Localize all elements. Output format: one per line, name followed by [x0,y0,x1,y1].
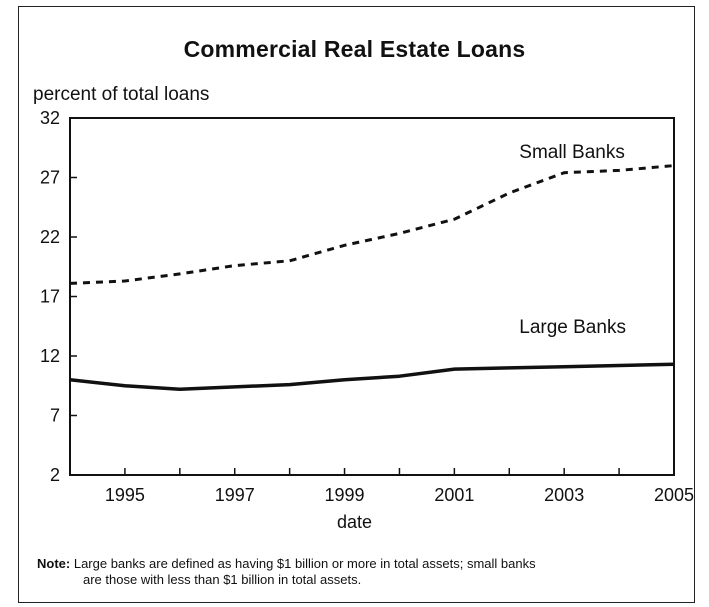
series-label-small-banks: Small Banks [519,142,625,163]
x-tick-label: 2005 [654,485,694,505]
chart-note: Note: Large banks are defined as having … [37,556,677,588]
note-line-1: Note: Large banks are defined as having … [37,556,677,572]
x-axis-ticks: 1995 1997 1999 2001 2003 2005 [105,468,694,505]
note-line-2: are those with less than $1 billion in t… [83,572,362,587]
x-tick-label: 2001 [434,485,474,505]
series-line-large-banks [69,362,675,392]
series-lines [69,164,675,392]
y-tick-label: 22 [40,227,60,247]
x-tick-label: 1999 [325,485,365,505]
y-tick-label: 17 [40,287,60,307]
note-prefix: Note: [37,556,71,571]
x-tick-label: 1997 [215,485,255,505]
series-line-small-banks [69,164,675,285]
y-tick-label: 7 [50,406,60,426]
y-tick-label: 32 [40,108,60,128]
y-axis-label: percent of total loans [33,84,210,105]
x-axis-label: date [336,512,373,532]
chart-frame [18,6,695,603]
x-tick-label: 2003 [544,485,584,505]
series-labels: Small Banks Large Banks [519,142,626,338]
chart-title: Commercial Real Estate Loans [183,36,526,62]
y-tick-label: 27 [40,168,60,188]
y-tick-label: 2 [50,465,60,485]
x-tick-label: 1995 [105,485,145,505]
y-tick-label: 12 [40,346,60,366]
note-text-1: Large banks are defined as having $1 bil… [73,556,536,571]
series-label-large-banks: Large Banks [519,317,626,338]
plot-area-border [69,117,675,476]
